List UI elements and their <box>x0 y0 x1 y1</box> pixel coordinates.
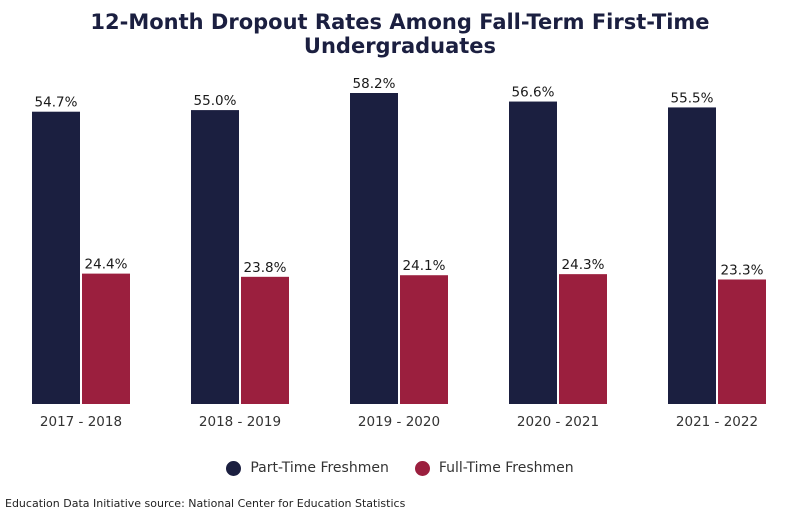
value-label-part-time-freshmen-2021-2022: 55.5% <box>671 90 714 106</box>
bar-full-time-freshmen-2020-2021 <box>559 274 607 404</box>
value-label-full-time-freshmen-2020-2021: 24.3% <box>562 257 605 273</box>
legend-entry-full-time: Full-Time Freshmen <box>414 460 574 476</box>
legend-entry-part-time: Part-Time Freshmen <box>226 460 389 476</box>
bar-part-time-freshmen-2021-2022 <box>668 107 716 405</box>
value-label-full-time-freshmen-2019-2020: 24.1% <box>403 258 446 274</box>
value-label-part-time-freshmen-2019-2020: 58.2% <box>353 76 396 92</box>
x-tick-label-2021-2022: 2021 - 2022 <box>676 414 758 430</box>
bar-part-time-freshmen-2019-2020 <box>350 93 398 404</box>
value-label-part-time-freshmen-2017-2018: 54.7% <box>35 95 78 111</box>
bar-full-time-freshmen-2019-2020 <box>400 275 448 404</box>
bar-chart: 54.7% 24.4% 2017 - 2018 55.0% 23.8% 2018 - 20… <box>32 76 766 430</box>
value-label-part-time-freshmen-2020-2021: 56.6% <box>512 85 555 101</box>
bar-full-time-freshmen-2017-2018 <box>82 273 130 404</box>
x-tick-label-2017-2018: 2017 - 2018 <box>40 414 122 430</box>
source-note: Education Data Initiative source: Nation… <box>5 497 406 510</box>
legend-label-full-time: Full-Time Freshmen <box>438 460 574 476</box>
bar-part-time-freshmen-2018-2019 <box>191 110 239 404</box>
value-label-part-time-freshmen-2018-2019: 55.0% <box>194 93 237 109</box>
bar-part-time-freshmen-2020-2021 <box>509 101 557 404</box>
value-label-full-time-freshmen-2018-2019: 23.8% <box>244 260 287 276</box>
legend-swatch-part-time <box>226 460 242 476</box>
x-tick-label-2019-2020: 2019 - 2020 <box>358 414 440 430</box>
value-label-full-time-freshmen-2017-2018: 24.4% <box>85 257 128 273</box>
legend: Part-Time Freshmen Full-Time Freshmen <box>0 460 800 476</box>
legend-label-part-time: Part-Time Freshmen <box>250 460 389 476</box>
bar-full-time-freshmen-2018-2019 <box>241 276 289 404</box>
x-tick-label-2020-2021: 2020 - 2021 <box>517 414 599 430</box>
legend-swatch-full-time <box>414 460 430 476</box>
chart-title: 12-Month Dropout Rates Among Fall-Term F… <box>90 10 710 58</box>
value-label-full-time-freshmen-2021-2022: 23.3% <box>721 262 764 278</box>
bar-full-time-freshmen-2021-2022 <box>718 279 766 404</box>
x-tick-label-2018-2019: 2018 - 2019 <box>199 414 281 430</box>
bar-part-time-freshmen-2017-2018 <box>32 111 80 404</box>
